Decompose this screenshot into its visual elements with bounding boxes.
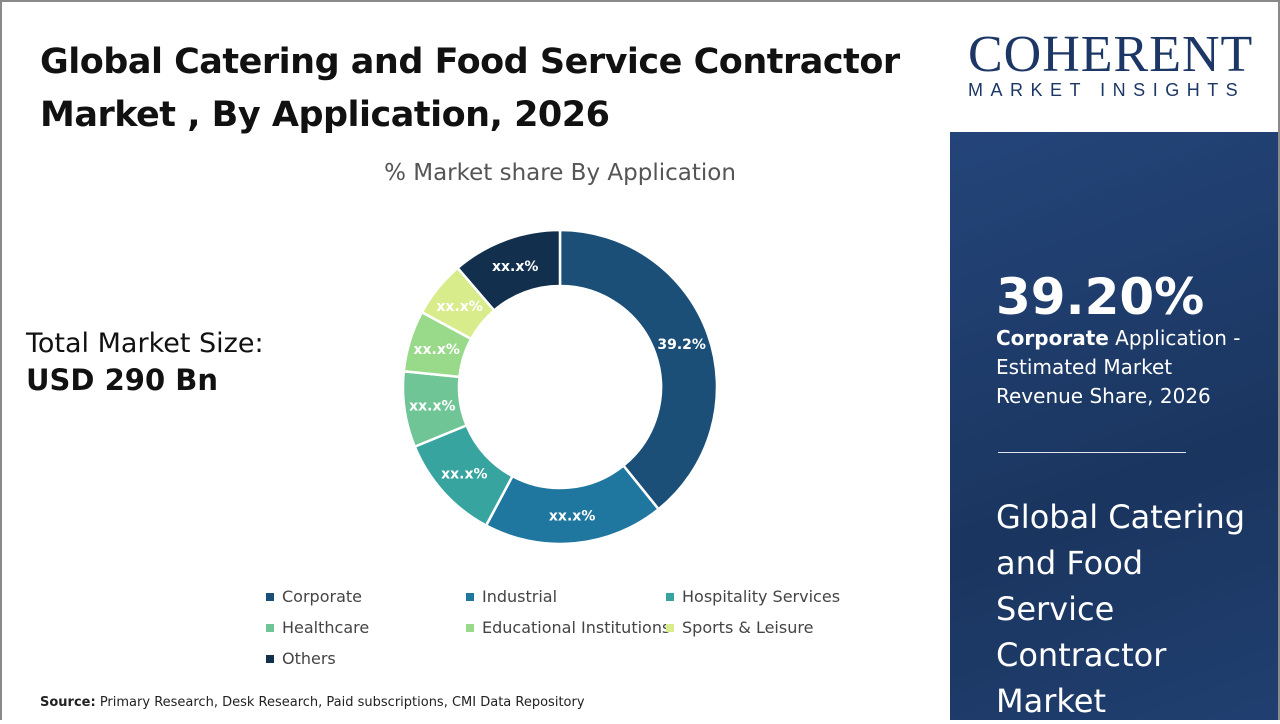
legend-swatch — [266, 624, 274, 632]
data-label: 39.2% — [657, 337, 706, 353]
company-logo: COHERENT MARKET INSIGHTS — [968, 26, 1268, 101]
source-note: Source: Primary Research, Desk Research,… — [40, 695, 585, 710]
legend-swatch — [266, 593, 274, 601]
source-label: Source: — [40, 695, 96, 710]
legend-item: Hospitality Services — [666, 587, 840, 606]
highlight-text: Application - Estimated Market Revenue S… — [996, 326, 1241, 408]
legend-swatch — [266, 655, 274, 663]
total-label: Total Market Size: — [26, 328, 264, 359]
data-label: xx.x% — [436, 299, 482, 315]
legend-label: Others — [282, 649, 336, 668]
chart-title: % Market share By Application — [384, 160, 736, 186]
source-text: Primary Research, Desk Research, Paid su… — [95, 695, 585, 710]
legend-swatch — [466, 593, 474, 601]
legend-label: Industrial — [482, 587, 558, 606]
legend-item: Sports & Leisure — [666, 618, 813, 637]
highlight-panel — [950, 132, 1280, 720]
slice-others — [455, 228, 562, 313]
legend-item: Educational Institutions — [466, 618, 670, 637]
legend-label: Educational Institutions — [482, 618, 671, 637]
highlight-value: 39.20% — [996, 268, 1205, 326]
legend-swatch — [466, 624, 474, 632]
highlight-segment: Corporate — [996, 326, 1109, 350]
legend-label: Healthcare — [282, 618, 370, 637]
donut-chart: 39.2% xx.x% xx.x% xx.x% xx.x% xx.x% xx.x% — [401, 228, 719, 546]
total-market-size: Total Market Size: USD 290 Bn — [26, 326, 264, 398]
legend-swatch — [666, 624, 674, 632]
data-label: xx.x% — [492, 259, 538, 275]
slice-corporate — [558, 228, 719, 511]
market-name: Global Catering and Food Service Contrac… — [996, 498, 1246, 720]
legend-item: Industrial — [466, 587, 557, 606]
data-label: xx.x% — [413, 342, 459, 358]
legend-swatch — [666, 593, 674, 601]
legend-label: Corporate — [282, 587, 362, 606]
legend-label: Hospitality Services — [682, 587, 841, 606]
divider — [998, 452, 1186, 453]
legend-item: Others — [266, 649, 336, 668]
data-label: xx.x% — [441, 467, 487, 483]
legend-item: Healthcare — [266, 618, 369, 637]
page-title: Global Catering and Food Service Contrac… — [40, 42, 900, 135]
total-value: USD 290 Bn — [26, 363, 218, 397]
logo-wordmark: COHERENT — [968, 26, 1254, 83]
logo-tagline: MARKET INSIGHTS — [968, 80, 1246, 100]
legend-label: Sports & Leisure — [682, 618, 814, 637]
legend-item: Corporate — [266, 587, 362, 606]
data-label: xx.x% — [549, 508, 595, 524]
data-label: xx.x% — [409, 399, 455, 415]
highlight-description: Corporate Application - Estimated Market… — [996, 324, 1256, 411]
